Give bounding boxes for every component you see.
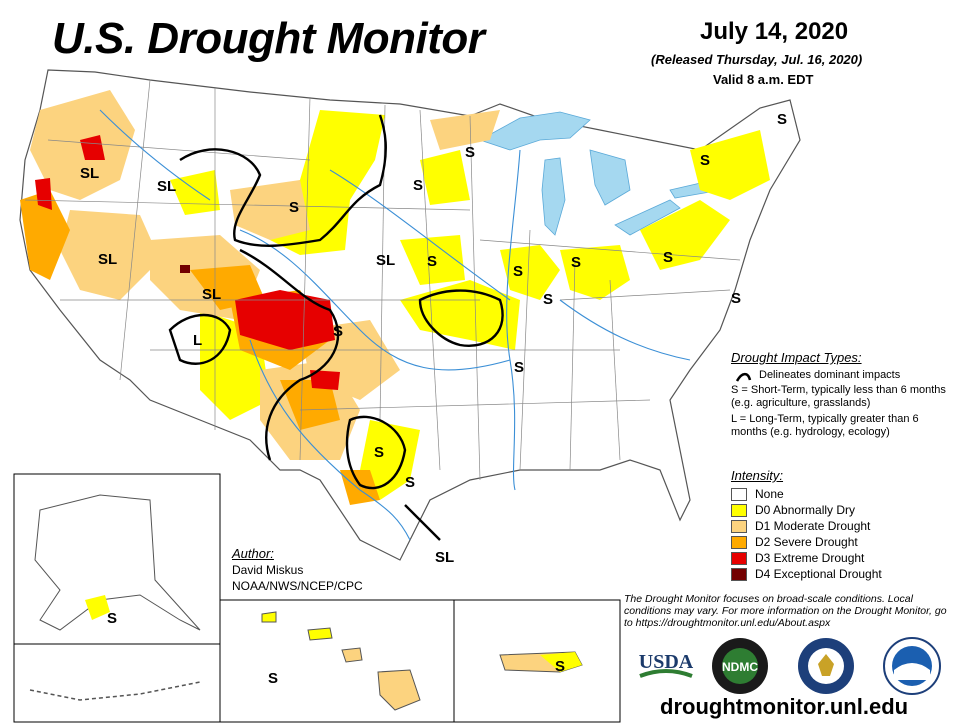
- alaska-aleutian-frame: [13, 643, 221, 723]
- intensity-label: D1 Moderate Drought: [755, 519, 871, 533]
- label-sl-nevada: SL: [98, 251, 117, 268]
- hawaii-island-3: [341, 647, 363, 663]
- intensity-swatch: [731, 535, 747, 549]
- author-name: David Miskus: [232, 563, 304, 577]
- label-s-puerto-rico: S: [555, 658, 565, 675]
- label-s-missouri: S: [543, 291, 553, 308]
- d4-regions: [180, 265, 190, 273]
- disclaimer-text: The Drought Monitor focuses on broad-sca…: [624, 593, 947, 629]
- label-s-virginia: S: [731, 290, 741, 307]
- intensity-legend-item: D1 Moderate Drought: [731, 518, 951, 534]
- intensity-legend-item: None: [731, 486, 951, 502]
- intensity-swatch: [731, 551, 747, 565]
- intensity-legend-item: D3 Extreme Drought: [731, 550, 951, 566]
- ndmc-logo-text: NDMC: [722, 660, 758, 674]
- intensity-legend-item: D2 Severe Drought: [731, 534, 951, 550]
- release-date: (Released Thursday, Jul. 16, 2020): [651, 52, 863, 67]
- label-s-iowa: S: [427, 253, 437, 270]
- map-date: July 14, 2020: [700, 18, 849, 45]
- commerce-seal: [796, 636, 856, 696]
- intensity-label: D3 Extreme Drought: [755, 551, 865, 565]
- intensity-label: None: [755, 487, 784, 501]
- map-impact-labels: SL SL S SL SL L SL S S S S S S S S S S S…: [80, 111, 787, 687]
- alaska-d0: [85, 595, 110, 620]
- label-sl-utah: SL: [202, 286, 221, 303]
- label-s-kansas: S: [333, 323, 343, 340]
- intensity-label: D4 Exceptional Drought: [755, 567, 882, 581]
- intensity-legend-heading: Intensity:: [731, 468, 784, 483]
- intensity-legend-rows: None D0 Abnormally Dry D1 Moderate Drought…: [731, 486, 951, 582]
- label-s-newyork: S: [700, 152, 710, 169]
- author-label: Author:: [232, 546, 274, 561]
- author-org: NOAA/NWS/NCEP/CPC: [232, 579, 363, 593]
- hawaii-inset-frame: [219, 599, 455, 723]
- rivers: [99, 109, 691, 541]
- impact-legend-short-text: S = Short-Term, typically less than 6 mo…: [731, 384, 946, 409]
- label-sl-texas-gulf: SL: [435, 549, 454, 566]
- label-s-wyoming: S: [289, 199, 299, 216]
- hawaii-island-1: [261, 611, 277, 623]
- website-url[interactable]: droughtmonitor.unl.edu: [660, 694, 909, 719]
- usda-logo-text: USDA: [639, 651, 694, 673]
- hawaii-big-island: [377, 669, 421, 711]
- label-sl-idaho: SL: [157, 178, 176, 195]
- intensity-swatch: [731, 487, 747, 501]
- intensity-swatch: [731, 503, 747, 517]
- label-s-indiana: S: [571, 254, 581, 271]
- label-s-arkansas: S: [514, 359, 524, 376]
- label-s-wisconsin: S: [465, 144, 475, 161]
- ndmc-logo: NDMC: [710, 636, 770, 696]
- intensity-legend: Intensity: None D0 Abnormally Dry D1 Moder…: [731, 468, 951, 582]
- impact-legend-long-text: L = Long-Term, typically greater than 6 …: [731, 413, 919, 438]
- label-s-illinois: S: [513, 263, 523, 280]
- impact-legend-delineates: Delineates dominant impacts: [759, 369, 951, 381]
- usda-logo: USDA: [636, 640, 696, 686]
- label-s-alaska: S: [107, 610, 117, 627]
- label-sl-nebraska: SL: [376, 252, 395, 269]
- label-s-texas: S: [374, 444, 384, 461]
- lake-michigan: [541, 157, 566, 236]
- label-s-minnesota: S: [413, 177, 423, 194]
- puerto-rico-d0: [540, 652, 582, 672]
- aleutians: [29, 681, 201, 701]
- d3-regions: [35, 135, 340, 390]
- lake-superior: [479, 111, 591, 151]
- impact-line-swatch: [735, 372, 752, 382]
- label-sl-oregon: SL: [80, 165, 99, 182]
- impact-legend-delineates-text: Delineates dominant impacts: [759, 369, 901, 381]
- valid-time: Valid 8 a.m. EDT: [713, 72, 814, 87]
- impact-legend-long: L = Long-Term, typically greater than 6 …: [731, 413, 951, 439]
- label-s-texas-coast: S: [405, 474, 415, 491]
- lake-huron: [589, 149, 631, 206]
- noaa-logo: [882, 636, 942, 696]
- map-title: U.S. Drought Monitor: [52, 14, 485, 63]
- label-l-arizona: L: [193, 332, 202, 349]
- label-s-maine: S: [777, 111, 787, 128]
- impact-legend: Drought Impact Types: Delineates dominan…: [731, 350, 951, 442]
- lake-erie: [614, 199, 681, 236]
- label-s-hawaii: S: [268, 670, 278, 687]
- alaska-shape: [34, 494, 201, 631]
- intensity-label: D2 Severe Drought: [755, 535, 858, 549]
- intensity-label: D0 Abnormally Dry: [755, 503, 856, 517]
- impact-legend-short: S = Short-Term, typically less than 6 mo…: [731, 384, 951, 410]
- author-block: Author: David Miskus NOAA/NWS/NCEP/CPC: [232, 546, 363, 594]
- intensity-swatch: [731, 567, 747, 581]
- intensity-swatch: [731, 519, 747, 533]
- hawaii-island-2: [307, 627, 333, 641]
- label-s-pennsylvania: S: [663, 249, 673, 266]
- impact-legend-heading: Drought Impact Types:: [731, 350, 862, 365]
- state-borders: [24, 79, 741, 481]
- intensity-legend-item: D4 Exceptional Drought: [731, 566, 951, 582]
- intensity-legend-item: D0 Abnormally Dry: [731, 502, 951, 518]
